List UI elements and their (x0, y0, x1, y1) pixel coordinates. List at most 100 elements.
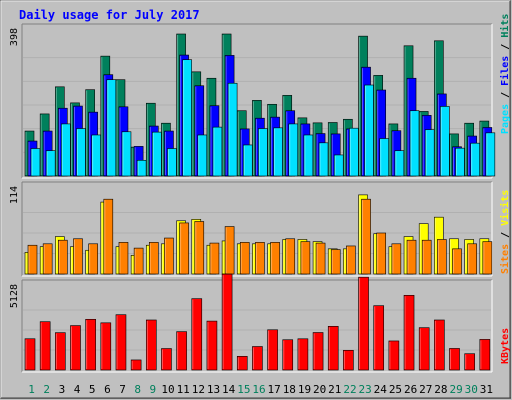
y-max-label: 114 (9, 186, 20, 204)
bar-kbytes-day-12 (191, 298, 203, 371)
bar-kbytes-day-5 (85, 318, 96, 371)
bar-sites-day-7 (118, 242, 129, 275)
bar-kbytes-day-13 (206, 320, 218, 371)
x-tick-label: 27 (419, 383, 432, 396)
bar-sites-day-24 (376, 232, 387, 275)
bar-sites-day-27 (421, 239, 432, 275)
bar-kbytes-day-30 (464, 353, 475, 371)
x-tick-label: 16 (252, 383, 265, 396)
legend-entry-pages: Pages (500, 104, 511, 134)
x-tick-label: 9 (150, 383, 157, 396)
bar-kbytes-day-11 (176, 331, 187, 371)
bar-kbytes-day-16 (252, 346, 263, 371)
x-tick-label: 13 (207, 383, 220, 396)
bar-sites-day-13 (209, 242, 220, 275)
x-tick-label: 25 (389, 383, 402, 396)
bar-sites-day-25 (391, 243, 402, 275)
bar-kbytes-day-21 (327, 326, 339, 371)
bar-sites-day-12 (194, 221, 205, 275)
bar-sites-day-17 (270, 242, 280, 275)
bar-sites-day-21 (330, 249, 341, 275)
y-max-label: 398 (9, 28, 20, 46)
bar-sites-day-3 (58, 239, 68, 275)
chart-panels: 398 Pages / Files / Hits 114 Sites / Visits… (9, 14, 511, 373)
bar-sites-day-28 (437, 239, 447, 275)
bar-kbytes-day-9 (145, 319, 157, 371)
panel-hits-files-pages: 398 Pages / Files / Hits (9, 14, 511, 179)
bar-sites-day-8 (133, 247, 144, 275)
bar-kbytes-day-28 (434, 319, 445, 371)
bar-kbytes-day-18 (282, 339, 294, 371)
legend-entry-sites: Sites (499, 244, 511, 274)
panel-visits-sites: 114 Sites / Visits (9, 181, 511, 277)
bar-kbytes-day-8 (130, 359, 142, 371)
bar-sites-day-1 (27, 244, 38, 275)
x-tick-label: 8 (134, 383, 141, 396)
bar-kbytes-day-19 (297, 338, 309, 371)
bar-kbytes-day-23 (358, 276, 369, 371)
bar-kbytes-day-3 (55, 332, 66, 371)
bar-kbytes-day-20 (312, 332, 324, 371)
x-tick-label: 18 (283, 383, 296, 396)
legend-separator: / (500, 38, 511, 56)
x-tick-label: 24 (374, 383, 388, 396)
x-tick-label: 30 (465, 383, 478, 396)
x-tick-label: 10 (161, 383, 174, 396)
x-tick-label: 28 (434, 383, 447, 396)
x-tick-label: 26 (404, 383, 417, 396)
x-tick-label: 14 (222, 383, 236, 396)
bar-sites-day-20 (315, 242, 326, 275)
bar-sites-day-9 (148, 242, 159, 275)
x-tick-label: 17 (268, 383, 281, 396)
bar-kbytes-day-26 (403, 295, 415, 371)
x-tick-label: 6 (104, 383, 111, 396)
bar-kbytes-day-2 (39, 321, 51, 371)
bar-kbytes-day-31 (479, 339, 491, 371)
bar-sites-day-2 (42, 243, 53, 275)
x-tick-label: 12 (192, 383, 205, 396)
bar-sites-day-30 (467, 243, 477, 275)
x-axis: 1 2 3 4 5 6 7 8 9 10 11 12 13 14 15 16 17 18 19 20 21 22 23 24 2… (28, 383, 493, 396)
legend-entry-visits: Visits (499, 190, 511, 226)
legend-separator: / (500, 86, 511, 104)
bar-sites-day-22 (346, 245, 356, 275)
x-tick-label: 7 (119, 383, 126, 396)
x-tick-label: 2 (43, 383, 50, 396)
x-tick-label: 20 (313, 383, 326, 396)
legend-entry-files: Files (499, 56, 511, 86)
bar-kbytes-day-29 (449, 348, 460, 371)
bar-kbytes-day-6 (100, 322, 112, 371)
legend-entry-hits: Hits (499, 14, 511, 38)
chart-title: Daily usage for July 2017 (19, 8, 200, 22)
x-tick-label: 23 (359, 383, 372, 396)
bar-sites-day-5 (88, 243, 98, 275)
x-tick-label: 19 (298, 383, 311, 396)
bar-kbytes-day-24 (373, 305, 385, 371)
bar-kbytes-day-15 (236, 356, 248, 371)
y-max-label: 5128 (9, 284, 20, 308)
bar-sites-day-26 (406, 239, 417, 275)
bar-kbytes-day-1 (24, 338, 36, 371)
x-tick-label: 5 (89, 383, 96, 396)
x-tick-label: 22 (343, 383, 356, 396)
bar-sites-day-19 (300, 241, 311, 275)
bar-sites-day-4 (73, 238, 83, 275)
bar-sites-day-10 (164, 237, 174, 275)
x-tick-label: 21 (328, 383, 341, 396)
bar-sites-day-15 (239, 242, 250, 275)
bar-kbytes-day-22 (343, 349, 354, 371)
bar-kbytes-day-4 (70, 325, 81, 371)
legend-entry-kbytes: KBytes (500, 328, 511, 364)
x-tick-label: 11 (177, 383, 190, 396)
bar-sites-day-18 (285, 238, 296, 275)
bar-sites-day-29 (452, 248, 462, 275)
bar-pages-day-31 (485, 132, 496, 177)
bar-sites-day-23 (361, 198, 371, 275)
bar-kbytes-day-27 (418, 327, 430, 371)
bar-sites-day-11 (179, 222, 189, 275)
x-tick-label: 1 (28, 383, 35, 396)
legend-kbytes: KBytes (500, 328, 511, 364)
x-tick-label: 31 (480, 383, 493, 396)
legend-hits-files-pages: Pages / Files / Hits (499, 14, 511, 134)
